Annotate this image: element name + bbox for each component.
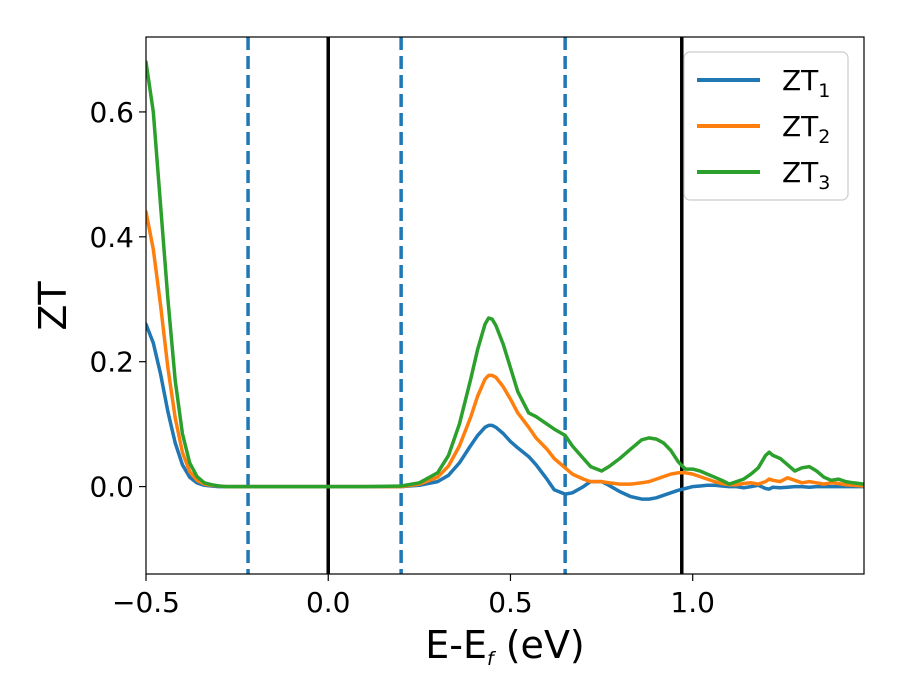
y-axis-label: ZT xyxy=(31,281,75,331)
x-axis-label: E-Ef (eV) xyxy=(425,623,585,670)
y-tick-label: 0.4 xyxy=(89,221,134,254)
legend: ZT1 ZT2 ZT3 xyxy=(683,51,849,201)
y-axis-ticks: 0.0 0.2 0.4 0.6 xyxy=(89,96,146,504)
y-tick-label: 0.0 xyxy=(89,471,134,504)
legend-label-zt3: ZT3 xyxy=(782,156,830,194)
x-tick-label: −0.5 xyxy=(112,586,180,619)
x-tick-label: 0.0 xyxy=(306,586,351,619)
y-tick-label: 0.6 xyxy=(89,96,134,129)
y-tick-label: 0.2 xyxy=(89,346,134,379)
legend-label-zt1: ZT1 xyxy=(782,64,830,102)
series-line-zt3 xyxy=(146,60,864,489)
legend-box xyxy=(683,51,849,201)
plot-frame xyxy=(145,36,865,575)
x-axis-ticks: −0.5 0.0 0.5 1.0 xyxy=(112,574,715,619)
legend-label-zt2: ZT2 xyxy=(782,110,830,148)
x-tick-label: 0.5 xyxy=(488,586,533,619)
x-tick-label: 1.0 xyxy=(670,586,715,619)
series-lines xyxy=(146,60,864,501)
